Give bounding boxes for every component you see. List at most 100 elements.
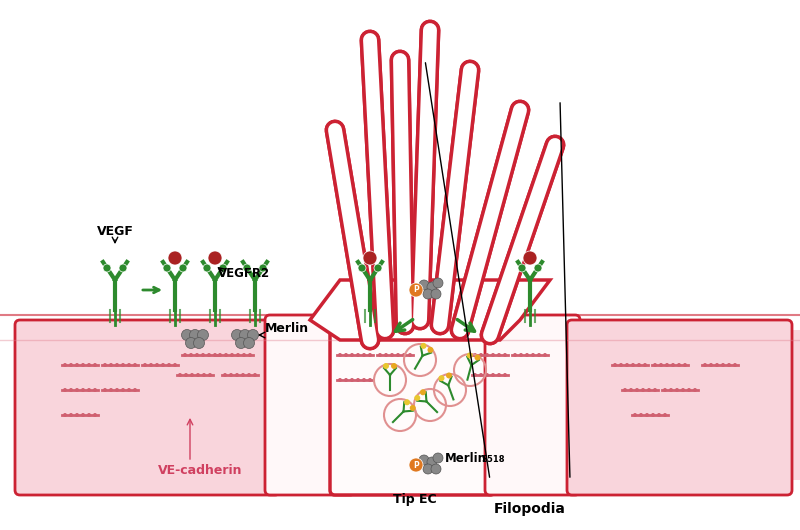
Text: Filopodia: Filopodia bbox=[494, 502, 566, 516]
Circle shape bbox=[75, 413, 79, 417]
Circle shape bbox=[167, 363, 171, 367]
Circle shape bbox=[431, 289, 441, 299]
FancyBboxPatch shape bbox=[567, 320, 792, 495]
Circle shape bbox=[433, 278, 443, 288]
Circle shape bbox=[534, 264, 542, 272]
Circle shape bbox=[733, 363, 737, 367]
Circle shape bbox=[631, 363, 635, 367]
Circle shape bbox=[208, 251, 222, 265]
Circle shape bbox=[419, 280, 429, 290]
Circle shape bbox=[202, 373, 206, 377]
Circle shape bbox=[103, 264, 111, 272]
Circle shape bbox=[663, 413, 667, 417]
Circle shape bbox=[350, 353, 354, 357]
Ellipse shape bbox=[345, 380, 435, 460]
Circle shape bbox=[183, 353, 187, 357]
Circle shape bbox=[127, 388, 131, 392]
Circle shape bbox=[121, 363, 125, 367]
Circle shape bbox=[633, 413, 637, 417]
Circle shape bbox=[473, 353, 477, 357]
Circle shape bbox=[63, 363, 67, 367]
Circle shape bbox=[242, 353, 246, 357]
Circle shape bbox=[168, 251, 182, 265]
Circle shape bbox=[681, 388, 685, 392]
FancyBboxPatch shape bbox=[330, 310, 495, 495]
Circle shape bbox=[179, 264, 187, 272]
Circle shape bbox=[194, 338, 205, 349]
Circle shape bbox=[531, 353, 535, 357]
Text: P: P bbox=[413, 286, 419, 295]
Circle shape bbox=[93, 363, 97, 367]
Circle shape bbox=[721, 363, 725, 367]
Circle shape bbox=[623, 388, 627, 392]
Circle shape bbox=[356, 378, 360, 382]
Circle shape bbox=[641, 388, 645, 392]
Circle shape bbox=[663, 388, 667, 392]
Circle shape bbox=[75, 388, 79, 392]
Circle shape bbox=[438, 375, 445, 381]
Circle shape bbox=[81, 363, 85, 367]
Text: S518: S518 bbox=[481, 455, 505, 464]
Text: Merlin: Merlin bbox=[265, 322, 309, 335]
Circle shape bbox=[619, 363, 623, 367]
Circle shape bbox=[653, 388, 657, 392]
Circle shape bbox=[87, 413, 91, 417]
Circle shape bbox=[525, 353, 529, 357]
Circle shape bbox=[184, 373, 188, 377]
Circle shape bbox=[190, 373, 194, 377]
Circle shape bbox=[637, 363, 641, 367]
Circle shape bbox=[362, 353, 366, 357]
Circle shape bbox=[87, 363, 91, 367]
Circle shape bbox=[203, 264, 211, 272]
Circle shape bbox=[396, 353, 400, 357]
Circle shape bbox=[625, 363, 629, 367]
Text: VEGF: VEGF bbox=[97, 225, 134, 238]
Ellipse shape bbox=[65, 375, 195, 465]
Circle shape bbox=[213, 353, 217, 357]
Circle shape bbox=[423, 289, 433, 299]
Circle shape bbox=[93, 413, 97, 417]
Circle shape bbox=[198, 330, 209, 340]
Circle shape bbox=[427, 457, 437, 467]
Circle shape bbox=[647, 388, 651, 392]
Circle shape bbox=[248, 353, 252, 357]
Text: Tip EC: Tip EC bbox=[393, 493, 437, 507]
Circle shape bbox=[485, 353, 489, 357]
Circle shape bbox=[223, 373, 227, 377]
Circle shape bbox=[446, 373, 452, 378]
Circle shape bbox=[178, 373, 182, 377]
Circle shape bbox=[635, 388, 639, 392]
Circle shape bbox=[127, 363, 131, 367]
Circle shape bbox=[81, 388, 85, 392]
Circle shape bbox=[173, 363, 177, 367]
Circle shape bbox=[219, 264, 227, 272]
FancyBboxPatch shape bbox=[485, 315, 580, 495]
Text: VEGFR2: VEGFR2 bbox=[218, 267, 270, 280]
Circle shape bbox=[427, 347, 434, 353]
Circle shape bbox=[358, 264, 366, 272]
Circle shape bbox=[659, 363, 663, 367]
Circle shape bbox=[63, 413, 67, 417]
Circle shape bbox=[485, 373, 489, 377]
Circle shape bbox=[408, 353, 412, 357]
Circle shape bbox=[423, 464, 433, 474]
Circle shape bbox=[195, 353, 199, 357]
Circle shape bbox=[143, 363, 147, 367]
Circle shape bbox=[433, 453, 443, 463]
Circle shape bbox=[241, 373, 245, 377]
Circle shape bbox=[513, 353, 517, 357]
Circle shape bbox=[338, 353, 342, 357]
Circle shape bbox=[693, 388, 697, 392]
Circle shape bbox=[613, 363, 617, 367]
Circle shape bbox=[402, 353, 406, 357]
Text: P: P bbox=[413, 461, 419, 470]
Circle shape bbox=[344, 378, 348, 382]
Circle shape bbox=[350, 378, 354, 382]
Circle shape bbox=[235, 338, 246, 349]
Ellipse shape bbox=[680, 380, 780, 460]
Circle shape bbox=[390, 353, 394, 357]
Circle shape bbox=[497, 353, 501, 357]
Circle shape bbox=[374, 264, 382, 272]
Circle shape bbox=[189, 353, 193, 357]
Circle shape bbox=[519, 353, 523, 357]
